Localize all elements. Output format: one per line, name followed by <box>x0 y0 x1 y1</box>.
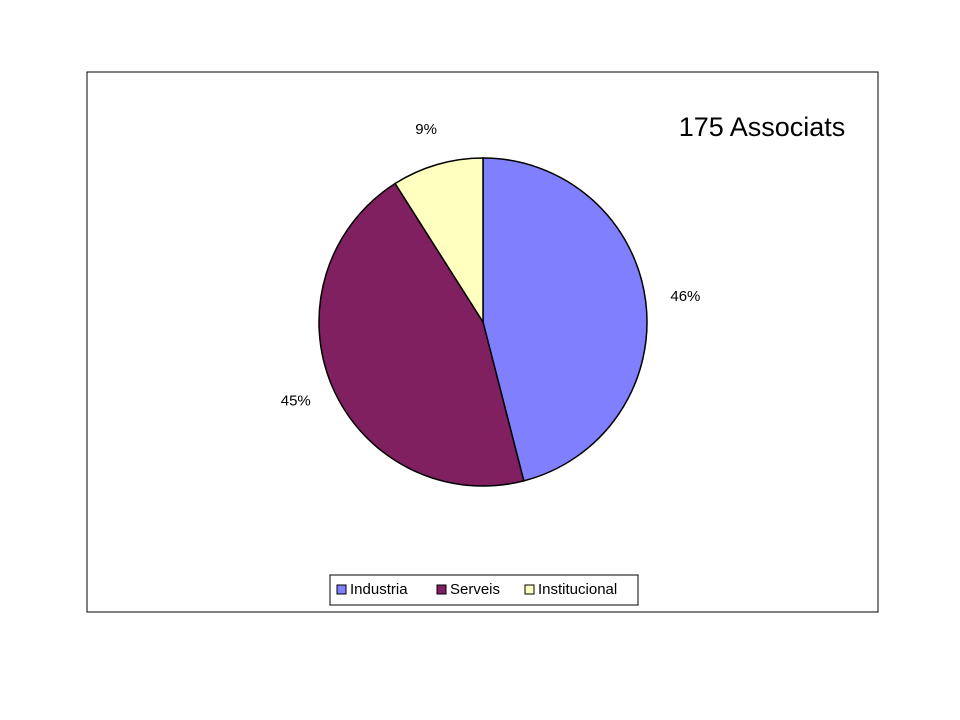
data-label: 46% <box>670 288 700 305</box>
pie-slice <box>482 157 648 482</box>
legend-box <box>329 574 639 606</box>
legend-label: Industria <box>350 581 408 598</box>
pie-slice <box>318 182 525 487</box>
legend-swatch <box>436 584 447 595</box>
legend-label: Serveis <box>450 581 500 598</box>
legend-swatch <box>524 584 535 595</box>
data-label: 9% <box>415 121 437 138</box>
chart-title: 175 Associats <box>679 112 846 142</box>
legend-label: Institucional <box>538 581 617 598</box>
legend-swatch <box>336 584 347 595</box>
data-label: 45% <box>281 392 311 409</box>
pie-slice <box>394 157 484 325</box>
